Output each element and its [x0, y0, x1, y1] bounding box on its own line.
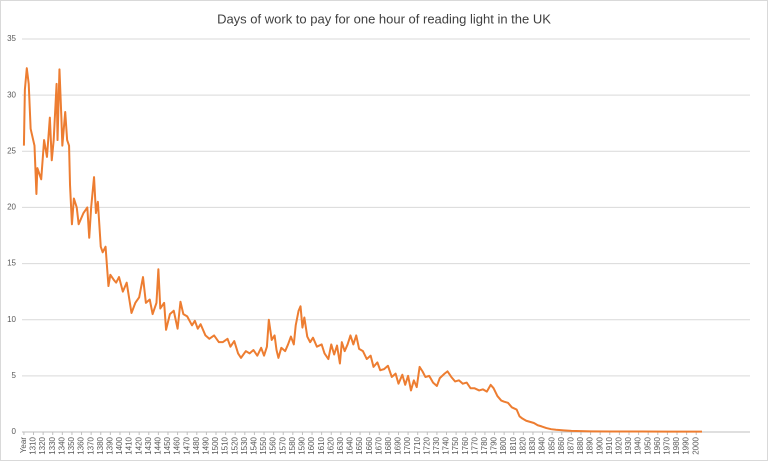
- x-tick-label: 1350: [67, 436, 76, 454]
- y-tick-label: 30: [7, 90, 16, 99]
- x-tick-label: 1520: [230, 436, 239, 454]
- chart-title: Days of work to pay for one hour of read…: [217, 11, 551, 26]
- x-tick-label: 1460: [173, 436, 182, 454]
- x-tick-label: 1920: [614, 436, 623, 454]
- x-tick-label: 1400: [115, 436, 124, 454]
- x-tick-label: 1740: [442, 436, 451, 454]
- x-tick-label: 1720: [422, 436, 431, 454]
- x-tick-label: 1580: [288, 436, 297, 454]
- x-tick-label: 1410: [125, 436, 134, 454]
- x-tick-label: 1330: [48, 436, 57, 454]
- x-tick-label: 1990: [682, 436, 691, 454]
- x-tick-label: 1310: [29, 436, 38, 454]
- y-tick-label: 15: [7, 259, 16, 268]
- y-tick-label: 10: [7, 315, 16, 324]
- x-tick-label: 1820: [518, 436, 527, 454]
- x-tick-label: 1910: [605, 436, 614, 454]
- x-tick-label: 1450: [163, 436, 172, 454]
- x-tick-label: 1470: [182, 436, 191, 454]
- x-tick-label: 1620: [326, 436, 335, 454]
- y-tick-label: 5: [12, 371, 17, 380]
- x-tick-label: 1870: [566, 436, 575, 454]
- x-tick-label: 1770: [470, 436, 479, 454]
- x-tick-label: 1490: [202, 436, 211, 454]
- x-tick-label: 1500: [211, 436, 220, 454]
- x-tick-label: 2000: [691, 436, 700, 454]
- x-tick-label: 1480: [192, 436, 201, 454]
- x-tick-label: 1680: [384, 436, 393, 454]
- x-tick-label: 1810: [509, 436, 518, 454]
- x-tick-label: 1440: [153, 436, 162, 454]
- x-tick-label: 1900: [595, 436, 604, 454]
- x-tick-label: 1840: [538, 436, 547, 454]
- data-line: [22, 67, 702, 433]
- x-tick-label: 1940: [634, 436, 643, 454]
- y-tick-label: 35: [7, 34, 16, 43]
- x-tick-label: 1650: [355, 436, 364, 454]
- x-tick-label: 1630: [336, 436, 345, 454]
- x-tick-label: 1670: [374, 436, 383, 454]
- x-tick-label: 1430: [144, 436, 153, 454]
- x-tick-label: 1860: [557, 436, 566, 454]
- x-tick-label: 1700: [403, 436, 412, 454]
- x-tick-label: 1960: [653, 436, 662, 454]
- x-tick-label: 1600: [307, 436, 316, 454]
- x-tick-label: 1830: [528, 436, 537, 454]
- x-tick-label: 1540: [250, 436, 259, 454]
- x-tick-label: 1890: [586, 436, 595, 454]
- x-tick-label: 1560: [269, 436, 278, 454]
- x-tick-label: 1360: [77, 436, 86, 454]
- x-tick-label: 1640: [346, 436, 355, 454]
- x-tick-label: 1850: [547, 436, 556, 454]
- x-tick-label: 1780: [480, 436, 489, 454]
- x-tick-label: 1660: [365, 436, 374, 454]
- x-tick-label: 1880: [576, 436, 585, 454]
- x-tick-label: 1970: [663, 436, 672, 454]
- x-tick-label: 1380: [96, 436, 105, 454]
- x-tick-label: 1690: [394, 436, 403, 454]
- x-tick-label: 1950: [643, 436, 652, 454]
- x-tick-label: 1750: [451, 436, 460, 454]
- x-tick-label: 1610: [317, 436, 326, 454]
- x-tick-label: 1590: [298, 436, 307, 454]
- x-tick-label: 1370: [86, 436, 95, 454]
- x-tick-label: 1390: [105, 436, 114, 454]
- x-tick-label: 1980: [672, 436, 681, 454]
- x-tick-label: 1550: [259, 436, 268, 454]
- x-tick-label: 1760: [461, 436, 470, 454]
- x-tick-label: 1800: [499, 436, 508, 454]
- x-tick-label: 1530: [240, 436, 249, 454]
- y-tick-label: 20: [7, 203, 16, 212]
- x-tick-label: 1510: [221, 436, 230, 454]
- x-tick-label: 1570: [278, 436, 287, 454]
- x-tick-label: 1710: [413, 436, 422, 454]
- x-tick-label: 1790: [490, 436, 499, 454]
- y-tick-label: 0: [12, 427, 17, 436]
- x-tick-label: 1420: [134, 436, 143, 454]
- x-tick-label: 1930: [624, 436, 633, 454]
- x-tick-label: 1730: [432, 436, 441, 454]
- y-tick-label: 25: [7, 146, 16, 155]
- x-tick-label: Year: [19, 437, 28, 454]
- x-tick-label: 1320: [38, 436, 47, 454]
- x-tick-label: 1340: [57, 436, 66, 454]
